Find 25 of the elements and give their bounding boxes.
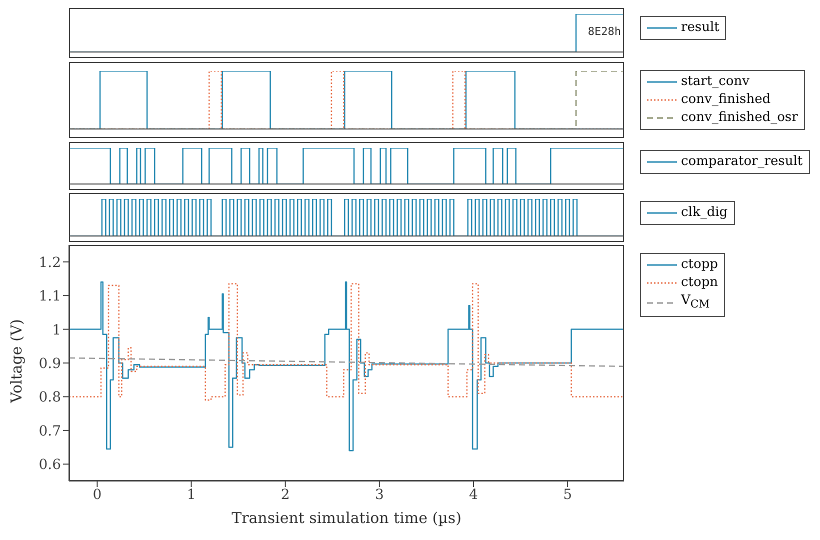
x-axis-title: Transient simulation time (µs) (232, 509, 462, 527)
legend-label: ctopn (681, 274, 718, 292)
x-tick-label: 4 (469, 486, 478, 503)
x-tick-label: 3 (374, 486, 384, 503)
legend-label: V$_{CM}$ (681, 292, 710, 313)
legend-label: start_conv (681, 73, 750, 91)
y-tick-label: 1 (52, 322, 61, 338)
x-tick-label: 2 (280, 486, 290, 503)
y-tick-label: 0.9 (38, 356, 61, 372)
legend-label: ctopp (681, 256, 718, 274)
y-tick-label: 1.2 (38, 254, 61, 271)
legend-label: clk_dig (681, 204, 728, 222)
legend-label: conv_finished_osr (681, 109, 798, 127)
y-tick-label: 1.1 (38, 288, 61, 305)
legend-label: conv_finished (681, 91, 771, 109)
y-axis-title: Voltage (V) (7, 318, 26, 404)
y-tick-label: 0.6 (38, 457, 62, 474)
y-tick-label: 0.8 (38, 390, 61, 406)
legend-label: comparator_result (681, 153, 803, 171)
legend-label: result (681, 19, 720, 37)
y-tick-label: 0.7 (38, 423, 61, 440)
x-tick-label: 5 (563, 486, 572, 503)
x-tick-label: 0 (92, 486, 102, 503)
annotation: 8E28h (588, 25, 621, 38)
x-tick-label: 1 (186, 486, 196, 503)
